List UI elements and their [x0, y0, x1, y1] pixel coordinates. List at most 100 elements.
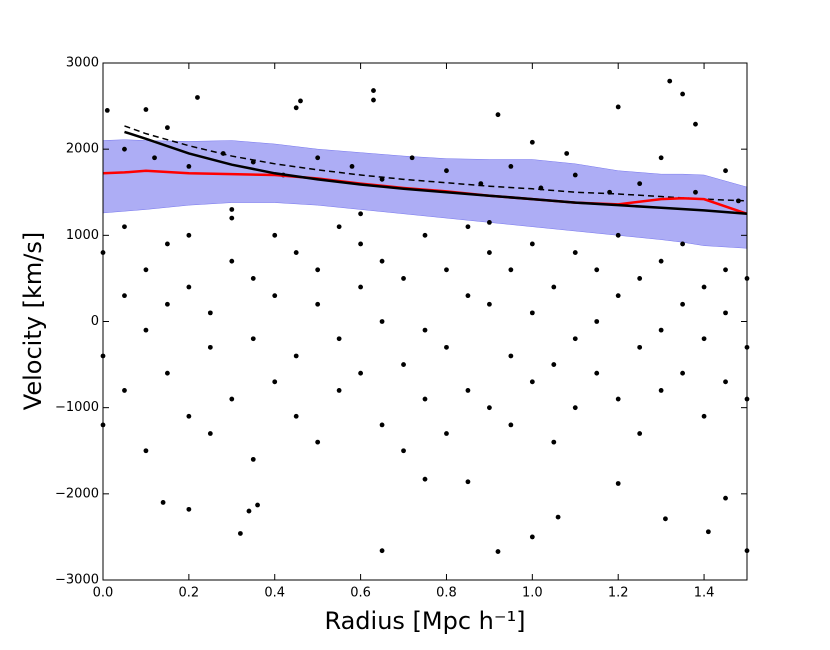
- point: [229, 215, 235, 221]
- point: [315, 301, 321, 307]
- point: [529, 310, 535, 316]
- point: [293, 353, 299, 359]
- point: [186, 413, 192, 419]
- point: [723, 310, 728, 316]
- y-tick-label: 0: [91, 314, 99, 329]
- point: [637, 276, 643, 281]
- x-tick-label: 0.4: [264, 586, 285, 601]
- point: [529, 139, 535, 145]
- point: [444, 344, 449, 350]
- x-tick-label: 1.0: [522, 586, 543, 601]
- point: [615, 481, 621, 486]
- point: [349, 164, 355, 169]
- point: [207, 310, 213, 316]
- point: [705, 529, 711, 535]
- y-tick-label: −3000: [55, 573, 99, 588]
- point: [293, 413, 299, 419]
- point: [207, 431, 213, 436]
- point: [186, 506, 192, 512]
- point: [637, 344, 643, 350]
- point: [143, 107, 149, 112]
- point: [637, 431, 643, 436]
- point: [487, 250, 492, 255]
- point: [104, 107, 110, 113]
- x-axis-label: Radius [Mpc h⁻¹]: [324, 607, 525, 635]
- point: [658, 388, 664, 393]
- point: [229, 207, 235, 212]
- point: [487, 220, 492, 225]
- point: [272, 232, 278, 238]
- point: [422, 476, 428, 482]
- y-tick-label: 2000: [66, 142, 99, 157]
- point: [615, 104, 621, 110]
- y-tick-label: 1000: [66, 228, 99, 243]
- point: [551, 439, 557, 445]
- point: [465, 224, 471, 230]
- point: [379, 548, 385, 554]
- line: [124, 125, 748, 202]
- point: [508, 267, 514, 273]
- point: [293, 105, 299, 111]
- point: [186, 284, 192, 290]
- point: [379, 422, 385, 428]
- point: [250, 276, 256, 281]
- point: [336, 224, 342, 230]
- plot-frame: [102, 62, 748, 581]
- point: [186, 232, 192, 238]
- point: [122, 388, 127, 393]
- x-tick-label: 0.8: [436, 586, 457, 601]
- point: [272, 293, 278, 299]
- point: [723, 168, 728, 174]
- point: [358, 284, 363, 290]
- point: [487, 405, 492, 411]
- point: [680, 370, 685, 376]
- point: [680, 301, 685, 307]
- x-tick-label: 0.0: [93, 586, 114, 601]
- point: [594, 319, 600, 324]
- point: [680, 91, 685, 97]
- point: [122, 293, 127, 299]
- point: [336, 336, 342, 342]
- point: [379, 319, 385, 324]
- point: [444, 431, 449, 436]
- point: [422, 232, 428, 238]
- point: [315, 267, 321, 273]
- point: [637, 181, 643, 187]
- point: [143, 448, 149, 454]
- point: [379, 258, 385, 264]
- point: [572, 405, 578, 411]
- point: [680, 241, 685, 247]
- point: [572, 250, 578, 255]
- point: [551, 284, 557, 290]
- point: [401, 362, 406, 367]
- point: [379, 176, 385, 182]
- point: [246, 508, 252, 514]
- point: [255, 502, 260, 508]
- point: [122, 146, 127, 152]
- point: [409, 155, 415, 161]
- point: [594, 267, 600, 273]
- point: [495, 549, 501, 554]
- point: [315, 439, 321, 445]
- point: [495, 112, 501, 118]
- point: [564, 151, 570, 156]
- point: [152, 155, 157, 161]
- point: [508, 353, 514, 359]
- point: [371, 97, 376, 103]
- point: [572, 172, 578, 178]
- point: [658, 258, 664, 264]
- point: [143, 267, 149, 273]
- point: [701, 413, 707, 419]
- y-tick-label: 3000: [66, 56, 99, 71]
- point: [444, 168, 449, 174]
- point: [701, 336, 707, 342]
- point: [615, 396, 621, 402]
- point: [693, 121, 698, 127]
- point: [658, 155, 664, 161]
- point: [701, 284, 707, 290]
- point: [401, 276, 406, 281]
- point: [529, 379, 535, 385]
- point: [465, 388, 471, 393]
